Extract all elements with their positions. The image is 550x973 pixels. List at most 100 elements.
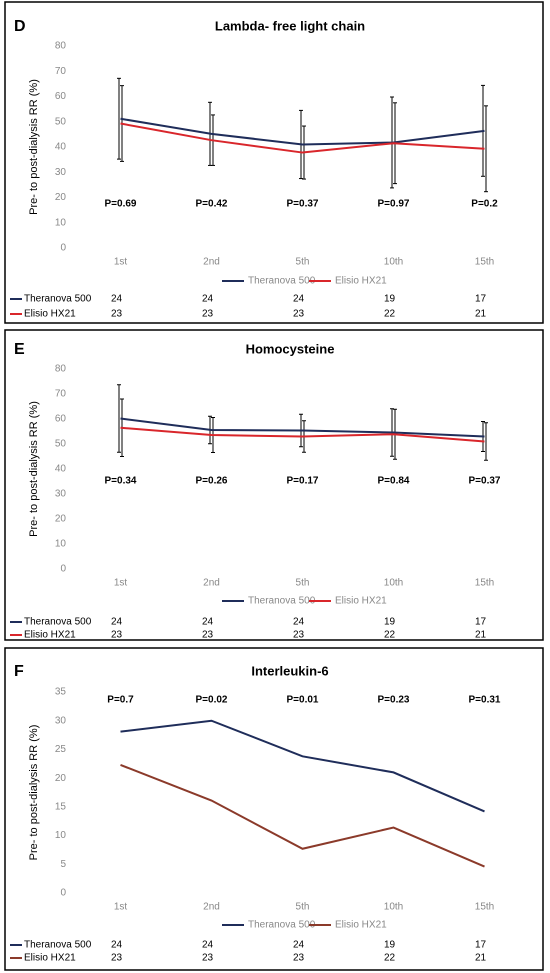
panel-frame [4, 647, 544, 971]
p-value: P=0.69 [105, 199, 137, 210]
p-value: P=0.26 [196, 476, 228, 487]
table-row-label: Theranova 500 [24, 617, 92, 628]
y-axis-label: Pre- to post-dialysis RR (%) [28, 401, 40, 537]
count-cell: 24 [111, 617, 123, 628]
p-value: P=0.37 [287, 199, 319, 210]
x-tick-label: 1st [114, 257, 128, 268]
y-tick-label: 80 [55, 41, 67, 52]
data-line [120, 719, 485, 813]
y-tick-label: 0 [60, 888, 66, 899]
count-cell: 22 [384, 953, 396, 964]
count-cell: 17 [475, 294, 487, 305]
y-axis-label: Pre- to post-dialysis RR (%) [28, 725, 40, 861]
count-cell: 23 [111, 630, 123, 641]
panel-frame [4, 329, 544, 641]
y-tick-label: 30 [55, 715, 67, 726]
y-tick-label: 10 [55, 217, 67, 228]
count-cell: 19 [384, 617, 396, 628]
panel-label: F [14, 663, 24, 680]
count-cell: 24 [202, 294, 214, 305]
p-value: P=0.2 [471, 199, 498, 210]
p-value: P=0.17 [287, 476, 319, 487]
y-tick-label: 10 [55, 830, 67, 841]
p-value: P=0.84 [378, 476, 410, 487]
y-tick-label: 80 [55, 364, 67, 375]
x-tick-label: 1st [114, 902, 128, 913]
legend-label: Theranova 500 [248, 276, 316, 287]
y-tick-label: 25 [55, 744, 67, 755]
count-cell: 24 [293, 617, 305, 628]
y-tick-label: 70 [55, 389, 67, 400]
p-value: P=0.97 [378, 199, 410, 210]
p-value: P=0.23 [378, 695, 410, 706]
data-line [120, 417, 485, 438]
count-cell: 24 [293, 940, 305, 951]
count-cell: 17 [475, 617, 487, 628]
p-value: P=0.01 [287, 695, 319, 706]
count-cell: 23 [293, 309, 305, 320]
y-axis-label: Pre- to post-dialysis RR (%) [28, 79, 40, 215]
x-tick-label: 5th [296, 578, 310, 589]
y-tick-label: 30 [55, 167, 67, 178]
legend-label: Elisio HX21 [335, 920, 387, 931]
y-tick-label: 0 [60, 564, 66, 575]
y-tick-label: 60 [55, 414, 67, 425]
table-row-label: Theranova 500 [24, 294, 92, 305]
chart-title: Homocysteine [246, 341, 335, 356]
y-tick-label: 0 [60, 243, 66, 254]
p-value: P=0.02 [196, 695, 228, 706]
x-tick-label: 15th [475, 902, 494, 913]
count-cell: 23 [202, 309, 214, 320]
y-tick-label: 20 [55, 514, 67, 525]
legend-label: Elisio HX21 [335, 596, 387, 607]
data-line [120, 117, 485, 146]
x-tick-label: 10th [384, 257, 403, 268]
legend-label: Theranova 500 [248, 920, 316, 931]
p-value: P=0.7 [107, 695, 134, 706]
table-row-label: Theranova 500 [24, 940, 92, 951]
y-tick-label: 5 [60, 859, 66, 870]
count-cell: 23 [202, 953, 214, 964]
chart-title: Lambda- free light chain [215, 18, 365, 33]
legend-label: Theranova 500 [248, 596, 316, 607]
x-tick-label: 5th [296, 902, 310, 913]
y-tick-label: 10 [55, 539, 67, 550]
count-cell: 24 [202, 617, 214, 628]
count-cell: 23 [202, 630, 214, 641]
table-row-label: Elisio HX21 [24, 953, 76, 964]
x-tick-label: 2nd [203, 578, 220, 589]
table-row-label: Elisio HX21 [24, 630, 76, 641]
x-tick-label: 15th [475, 257, 494, 268]
count-cell: 24 [293, 294, 305, 305]
y-tick-label: 40 [55, 142, 67, 153]
y-tick-label: 20 [55, 773, 67, 784]
x-tick-label: 10th [384, 902, 403, 913]
count-cell: 23 [111, 953, 123, 964]
count-cell: 23 [111, 309, 123, 320]
y-tick-label: 70 [55, 66, 67, 77]
table-row-label: Elisio HX21 [24, 309, 76, 320]
y-tick-label: 40 [55, 464, 67, 475]
count-cell: 19 [384, 940, 396, 951]
y-tick-label: 35 [55, 687, 67, 698]
y-tick-label: 20 [55, 192, 67, 203]
y-tick-label: 15 [55, 801, 67, 812]
x-tick-label: 15th [475, 578, 494, 589]
count-cell: 21 [475, 309, 487, 320]
count-cell: 17 [475, 940, 487, 951]
x-tick-label: 2nd [203, 902, 220, 913]
data-line [120, 426, 485, 443]
y-tick-label: 50 [55, 116, 67, 127]
count-cell: 23 [293, 630, 305, 641]
data-line [120, 122, 485, 154]
y-tick-label: 30 [55, 489, 67, 500]
count-cell: 24 [202, 940, 214, 951]
count-cell: 21 [475, 630, 487, 641]
count-cell: 22 [384, 309, 396, 320]
legend-label: Elisio HX21 [335, 276, 387, 287]
count-cell: 22 [384, 630, 396, 641]
y-tick-label: 60 [55, 91, 67, 102]
count-cell: 24 [111, 940, 123, 951]
x-tick-label: 5th [296, 257, 310, 268]
